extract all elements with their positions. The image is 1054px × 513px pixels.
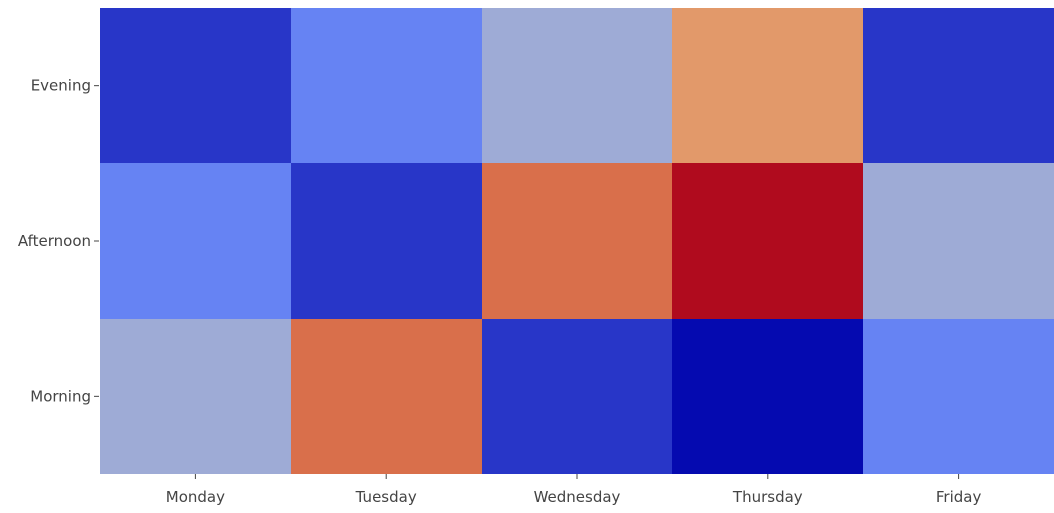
heatmap-cell-morning-monday: [100, 319, 291, 474]
heatmap-cell-evening-monday: [100, 8, 291, 163]
y-axis: Morning Afternoon Evening: [18, 77, 99, 405]
heatmap-cell-evening-thursday: [672, 8, 863, 163]
y-tick-label: Afternoon: [18, 232, 91, 250]
heatmap-cell-afternoon-thursday: [672, 163, 863, 319]
x-tick-label: Wednesday: [534, 488, 621, 506]
heatmap-cells: [100, 8, 1054, 474]
heatmap-cell-morning-wednesday: [482, 319, 672, 474]
heatmap-cell-afternoon-monday: [100, 163, 291, 319]
x-tick-label: Thursday: [732, 488, 803, 506]
heatmap-cell-evening-friday: [863, 8, 1054, 163]
x-tick-label: Friday: [936, 488, 982, 506]
x-tick-label: Monday: [166, 488, 225, 506]
y-tick-label: Evening: [31, 77, 91, 95]
heatmap-cell-afternoon-tuesday: [291, 163, 482, 319]
heatmap-cell-afternoon-wednesday: [482, 163, 672, 319]
heatmap-cell-afternoon-friday: [863, 163, 1054, 319]
heatmap-cell-evening-tuesday: [291, 8, 482, 163]
y-tick-label: Morning: [30, 387, 91, 405]
heatmap-cell-evening-wednesday: [482, 8, 672, 163]
x-tick-label: Tuesday: [355, 488, 417, 506]
x-axis: Monday Tuesday Wednesday Thursday Friday: [166, 474, 982, 506]
heatmap-cell-morning-thursday: [672, 319, 863, 474]
heatmap-cell-morning-tuesday: [291, 319, 482, 474]
heatmap-cell-morning-friday: [863, 319, 1054, 474]
